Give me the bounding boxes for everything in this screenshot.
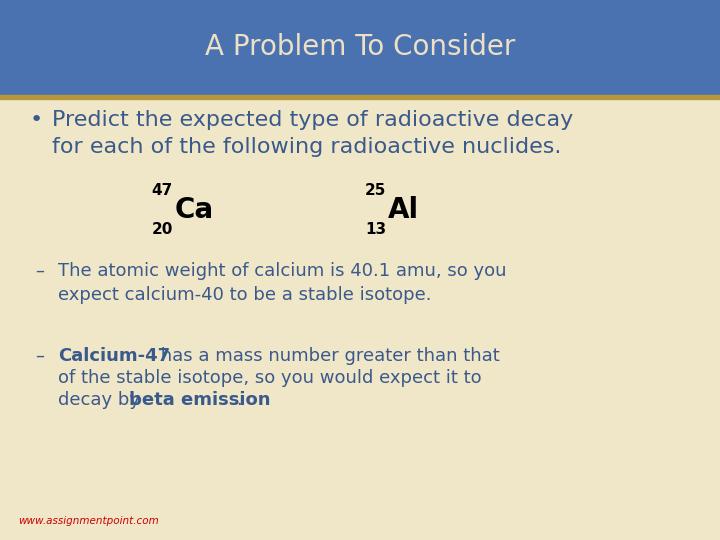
Text: has a mass number greater than that: has a mass number greater than that (155, 347, 500, 365)
Text: The atomic weight of calcium is 40.1 amu, so you
expect calcium-40 to be a stabl: The atomic weight of calcium is 40.1 amu… (58, 262, 506, 305)
Text: www.assignmentpoint.com: www.assignmentpoint.com (18, 516, 158, 526)
Text: 25: 25 (364, 183, 386, 198)
Text: Calcium-47: Calcium-47 (58, 347, 170, 365)
Text: Predict the expected type of radioactive decay
for each of the following radioac: Predict the expected type of radioactive… (52, 110, 573, 157)
Text: 47: 47 (152, 183, 173, 198)
Text: decay by: decay by (58, 391, 145, 409)
Text: –: – (35, 347, 44, 365)
Text: of the stable isotope, so you would expect it to: of the stable isotope, so you would expe… (58, 369, 482, 387)
Bar (0, 94, 720, 99)
Text: •: • (30, 110, 43, 130)
Text: 20: 20 (152, 222, 173, 237)
Text: .: . (236, 391, 242, 409)
Text: –: – (35, 262, 44, 280)
Text: Al: Al (388, 196, 419, 224)
Bar (0, 0, 720, 94)
Text: A Problem To Consider: A Problem To Consider (204, 33, 516, 61)
Text: 13: 13 (365, 222, 386, 237)
Text: beta emission: beta emission (129, 391, 271, 409)
Text: Ca: Ca (175, 196, 214, 224)
